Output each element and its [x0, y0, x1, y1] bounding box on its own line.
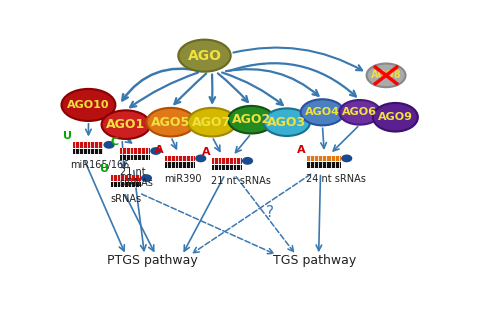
Text: A: A [155, 145, 163, 155]
Text: AGO5: AGO5 [151, 116, 190, 129]
Text: AGO: AGO [187, 49, 222, 63]
Text: TGS pathway: TGS pathway [273, 254, 356, 267]
Text: AGO8: AGO8 [371, 70, 401, 80]
Circle shape [142, 175, 151, 181]
Text: 24 nt sRNAs: 24 nt sRNAs [306, 174, 366, 184]
Text: sRNAs: sRNAs [110, 194, 142, 204]
Bar [165, 156, 195, 161]
Text: 21 nt sRNAs: 21 nt sRNAs [211, 176, 271, 186]
Ellipse shape [146, 108, 195, 136]
Text: A: A [201, 147, 210, 157]
Ellipse shape [264, 108, 310, 136]
Text: AGO3: AGO3 [267, 116, 306, 129]
Text: U: U [100, 164, 109, 174]
Text: AGO7: AGO7 [192, 116, 232, 129]
Ellipse shape [61, 89, 115, 121]
Ellipse shape [188, 108, 236, 136]
Text: AGO10: AGO10 [67, 100, 110, 110]
Text: PTGS pathway: PTGS pathway [107, 254, 198, 267]
Ellipse shape [367, 64, 406, 87]
Text: miR390: miR390 [164, 174, 202, 184]
Bar [111, 175, 141, 181]
Text: AGO2: AGO2 [232, 113, 271, 126]
Circle shape [151, 148, 161, 154]
Bar [120, 148, 150, 154]
Bar [73, 148, 103, 154]
Text: 21 nt
siRNAs: 21 nt siRNAs [119, 166, 154, 188]
Bar [307, 156, 341, 161]
Bar [111, 182, 141, 187]
Ellipse shape [373, 103, 418, 132]
Text: U: U [63, 131, 71, 141]
Ellipse shape [339, 100, 381, 124]
Circle shape [196, 155, 206, 162]
Bar [73, 142, 103, 148]
Text: AGO1: AGO1 [106, 118, 145, 131]
Text: C: C [110, 137, 118, 147]
Bar [307, 162, 341, 167]
Text: AGO4: AGO4 [305, 107, 340, 117]
Bar [212, 158, 242, 164]
Ellipse shape [178, 40, 231, 72]
Bar [120, 155, 150, 160]
Text: miR165/166: miR165/166 [71, 160, 130, 170]
Text: A: A [297, 145, 306, 155]
Text: AGO9: AGO9 [378, 112, 413, 122]
Text: AGO6: AGO6 [342, 107, 377, 117]
Circle shape [342, 155, 352, 162]
Ellipse shape [301, 99, 344, 125]
Text: ?: ? [266, 204, 274, 220]
Circle shape [104, 142, 114, 148]
Ellipse shape [228, 106, 274, 133]
Bar [165, 162, 195, 167]
Circle shape [242, 158, 253, 164]
Ellipse shape [101, 110, 150, 139]
Bar [212, 164, 242, 170]
